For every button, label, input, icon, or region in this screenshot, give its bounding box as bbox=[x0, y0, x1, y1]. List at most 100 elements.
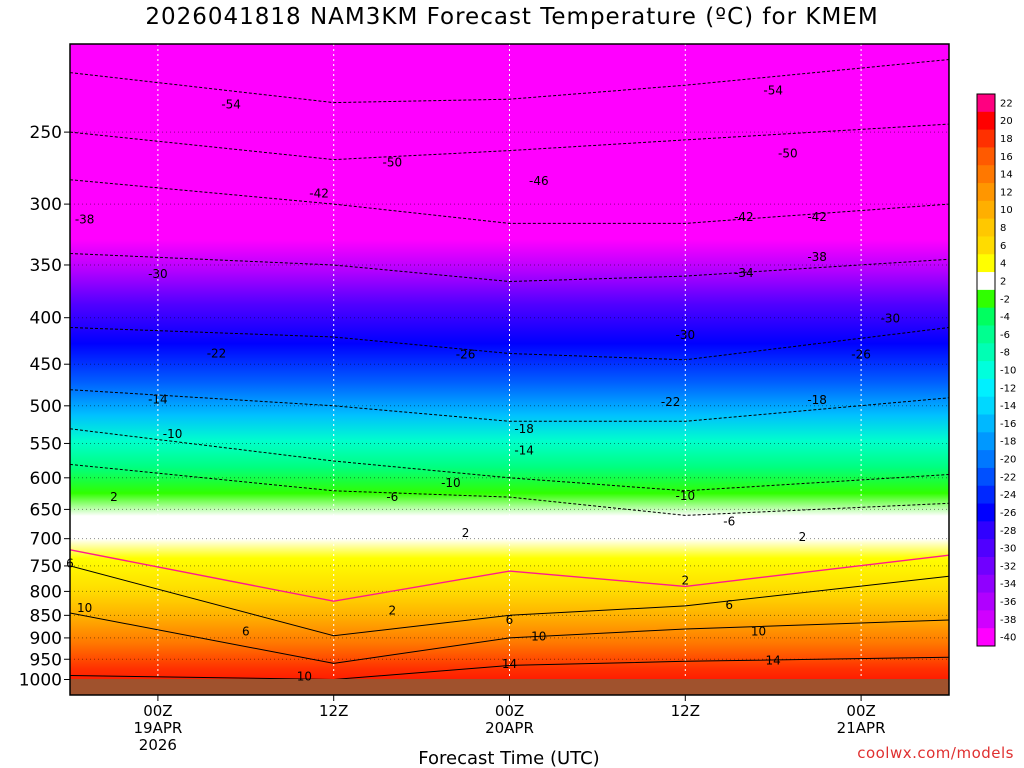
colorbar-swatch bbox=[977, 361, 995, 380]
y-tick-label: 700 bbox=[30, 530, 62, 550]
colorbar-swatch bbox=[977, 503, 995, 522]
colorbar-swatch bbox=[977, 610, 995, 629]
colorbar-swatch bbox=[977, 111, 995, 131]
contour-label: -6 bbox=[723, 514, 735, 528]
contour-label: -14 bbox=[514, 444, 534, 458]
colorbar-label: -34 bbox=[1000, 579, 1016, 590]
credit-text: coolwx.com/models bbox=[857, 744, 1014, 762]
x-tick-label: 00Z bbox=[846, 702, 875, 720]
contour-lines bbox=[70, 59, 949, 681]
contour-label: 14 bbox=[766, 654, 781, 668]
colorbar-label: 18 bbox=[1000, 134, 1013, 145]
contour-label: -34 bbox=[734, 266, 754, 280]
contour-line bbox=[70, 565, 949, 637]
y-tick-label: 500 bbox=[30, 397, 62, 417]
contour-label: -6 bbox=[386, 490, 398, 504]
x-tick-label: 21APR bbox=[837, 719, 886, 737]
colorbar-swatch bbox=[977, 94, 995, 113]
colorbar-label: 2 bbox=[1000, 276, 1006, 287]
y-tick-label: 550 bbox=[30, 434, 62, 454]
colorbar-label: -32 bbox=[1000, 561, 1016, 572]
colorbar-label: -10 bbox=[1000, 366, 1016, 377]
contour-label: 2 bbox=[681, 573, 689, 587]
colorbar-label: 16 bbox=[1000, 152, 1013, 163]
x-tick-label: 00Z bbox=[495, 702, 524, 720]
contour-label: 14 bbox=[502, 657, 517, 671]
contour-label: -22 bbox=[661, 395, 681, 409]
colorbar-frame bbox=[976, 93, 996, 647]
contour-label: -30 bbox=[675, 328, 695, 342]
contour-label: -14 bbox=[148, 392, 168, 406]
contour-line bbox=[70, 656, 949, 681]
colorbar-swatch bbox=[977, 218, 995, 237]
y-tick-label: 900 bbox=[30, 629, 62, 649]
colorbar-label: -6 bbox=[1000, 330, 1010, 341]
colorbar-swatch bbox=[977, 414, 995, 433]
contour-label: -10 bbox=[163, 427, 183, 441]
contour-label: -26 bbox=[851, 347, 871, 361]
colorbar-swatch bbox=[977, 129, 995, 148]
contour-line bbox=[70, 428, 949, 492]
colorbar-label: -28 bbox=[1000, 526, 1016, 537]
colorbar-label: -22 bbox=[1000, 472, 1016, 483]
colorbar-label: -24 bbox=[1000, 490, 1016, 501]
colorbar-swatch bbox=[977, 200, 995, 220]
x-axis-label: Forecast Time (UTC) bbox=[418, 748, 599, 768]
contour-labels: -54 -54 -50 -50 -46 -42 -42 -42 -38 -38 -34 -30 -30 -… bbox=[66, 84, 900, 684]
colorbar-swatch bbox=[977, 378, 995, 398]
x-tick-label: 2026 bbox=[139, 736, 177, 754]
contour-line bbox=[70, 59, 949, 104]
x-tick-label: 12Z bbox=[671, 702, 700, 720]
colorbar-label: 4 bbox=[1000, 259, 1006, 270]
chart-title: 2026041818 NAM3KM Forecast Temperature (… bbox=[145, 4, 879, 30]
terrain-ground bbox=[70, 679, 949, 695]
contour-line bbox=[70, 327, 949, 361]
y-tick-label: 650 bbox=[30, 500, 62, 520]
contour-label: -38 bbox=[75, 213, 95, 227]
colorbar-swatch bbox=[977, 307, 995, 326]
contour-label: -30 bbox=[881, 312, 901, 326]
contour-label: 6 bbox=[506, 613, 514, 627]
y-tick-label: 850 bbox=[30, 606, 62, 626]
y-tick-label: 950 bbox=[30, 650, 62, 670]
y-tick-label: 350 bbox=[30, 256, 62, 276]
colorbar-swatch bbox=[977, 236, 995, 255]
colorbar-label: -40 bbox=[1000, 633, 1016, 644]
colorbar: 22 20 18 16 14 12 10 8 6 4 2 -2 -4 -6 -8 -10 -12 -14 -16 -1… bbox=[976, 93, 1016, 647]
y-axis: 250 300 350 400 450 500 550 600 650 700 750 800 850 9… bbox=[19, 123, 70, 691]
contour-line bbox=[70, 253, 949, 283]
y-tick-label: 250 bbox=[30, 123, 62, 143]
contour-label: -22 bbox=[207, 347, 227, 361]
y-tick-label: 750 bbox=[30, 557, 62, 577]
colorbar-swatch bbox=[977, 450, 995, 469]
colorbar-swatch bbox=[977, 556, 995, 576]
contour-label: 6 bbox=[242, 624, 250, 638]
colorbar-swatch bbox=[977, 432, 995, 451]
contour-label: -26 bbox=[456, 347, 476, 361]
contour-label: -46 bbox=[529, 174, 549, 188]
colorbar-swatch bbox=[977, 485, 995, 505]
colorbar-label: 14 bbox=[1000, 170, 1013, 181]
colorbar-swatch bbox=[977, 467, 995, 487]
colorbar-swatch bbox=[977, 254, 995, 273]
x-tick-label: 00Z bbox=[143, 702, 172, 720]
colorbar-label: -38 bbox=[1000, 615, 1016, 626]
y-tick-label: 400 bbox=[30, 309, 62, 329]
colorbar-label: -18 bbox=[1000, 437, 1016, 448]
y-tick-label: 450 bbox=[30, 355, 62, 375]
colorbar-label: 22 bbox=[1000, 98, 1013, 109]
colorbar-swatch bbox=[977, 592, 995, 611]
colorbar-label: 10 bbox=[1000, 205, 1013, 216]
colorbar-swatch bbox=[977, 272, 995, 291]
y-tick-label: 600 bbox=[30, 469, 62, 489]
colorbar-label: -4 bbox=[1000, 312, 1010, 323]
contour-label: -18 bbox=[514, 422, 534, 436]
colorbar-label: -14 bbox=[1000, 401, 1016, 412]
colorbar-label: -8 bbox=[1000, 348, 1010, 359]
contour-label: -42 bbox=[309, 186, 329, 200]
contour-label: -50 bbox=[382, 156, 402, 170]
contour-line bbox=[70, 463, 949, 516]
y-tick-label: 300 bbox=[30, 195, 62, 215]
